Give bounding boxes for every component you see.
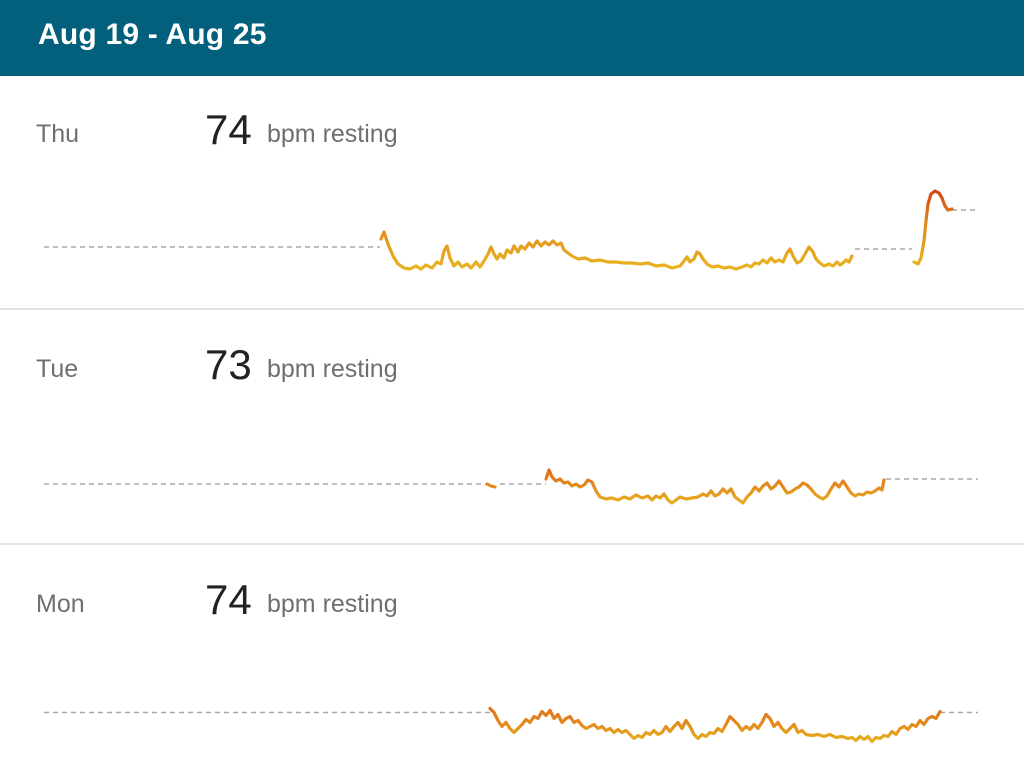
day-label: Mon [36,590,85,618]
resting-bpm-unit: bpm resting [267,355,398,383]
day-row-thu[interactable]: Thu 74 bpm resting [0,76,1024,310]
heart-rate-line [485,482,497,489]
heart-rate-line [488,706,942,744]
resting-bpm-value: 74 [205,106,252,153]
resting-bpm-unit: bpm resting [267,120,398,148]
resting-bpm-unit: bpm resting [267,590,398,618]
day-row-tue[interactable]: Tue 73 bpm resting [0,311,1024,545]
heart-rate-line [379,230,854,271]
day-row-mon[interactable]: Mon 74 bpm resting [0,546,1024,775]
heart-rate-chart-mon [44,706,978,744]
day-label: Tue [36,355,79,383]
week-range-title: Aug 19 - Aug 25 [38,18,267,51]
day-label: Thu [36,120,80,148]
heart-rate-line [544,468,886,505]
heart-rate-line [912,189,954,266]
resting-bpm-value: 74 [205,576,252,623]
heart-rate-chart-tue [44,468,978,505]
week-header: Aug 19 - Aug 25 [0,0,1024,76]
heart-rate-chart-thu [44,189,978,271]
resting-bpm-value: 73 [205,341,252,388]
